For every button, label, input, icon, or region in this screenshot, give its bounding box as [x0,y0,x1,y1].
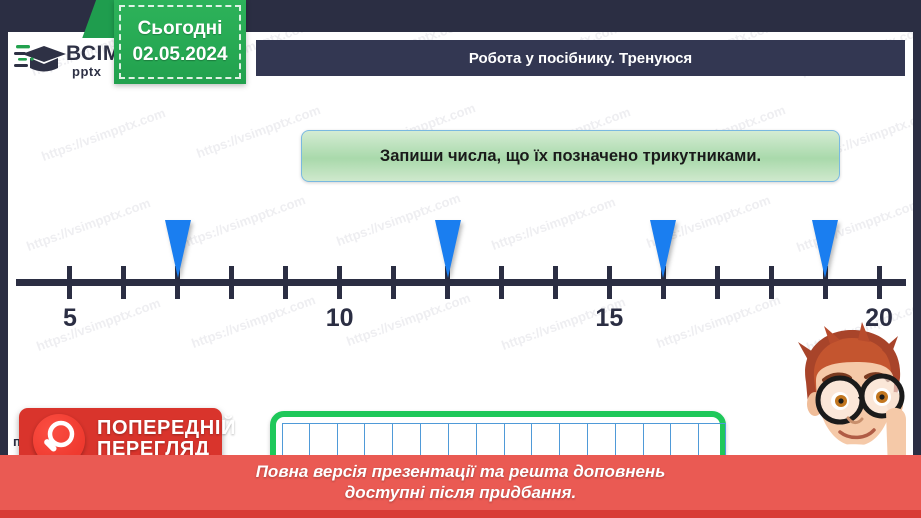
grid-cell-upper [393,423,421,459]
date-badge-value: 02.05.2024 [132,44,228,65]
grid-cell-upper [643,423,671,459]
banner-bottom-strip [0,510,921,518]
axis-tick [876,266,882,299]
grid-cell-upper [476,423,504,459]
axis-tick [229,266,235,299]
task-instruction-text: Запиши числа, що їх позначено трикутника… [379,146,762,165]
date-badge-label: Сьогодні [137,18,223,39]
axis-tick [552,266,558,299]
number-line-axis [16,279,906,286]
banner-line-1: Повна версія презентації та решта доповн… [255,462,666,482]
preview-badge-line2: ПЕРЕГЛЯД [97,438,210,461]
grid-cell-upper [504,423,532,459]
grid-cell-upper [282,423,309,459]
grid-cell-upper [448,423,476,459]
grid-cell-upper [309,423,337,459]
brand-logo: ВСІМ pptx [14,38,126,84]
axis-tick [67,266,73,299]
graduation-cap-icon [14,45,66,72]
axis-tick [283,266,289,299]
slide-canvas: https://vsimpptx.com https://vsimpptx.com… [8,32,913,464]
preview-badge-line1: ПОПЕРЕДНІЙ [97,417,236,439]
number-marker-triangle [650,220,677,278]
grid-cell-upper [532,423,560,459]
banner-line-2: доступні після придбання. [344,482,577,502]
grid-cell-upper [421,423,448,459]
slide-title: Робота у посібнику. Тренуюся [468,49,693,67]
axis-tick [660,266,666,299]
axis-tick [606,266,612,299]
grid-cell-upper [671,423,699,459]
date-badge: Сьогодні 02.05.2024 [114,0,246,84]
number-marker-triangle [164,220,191,278]
grid-cell-upper [365,423,393,459]
purchase-banner: Повна версія презентації та решта доповн… [0,455,921,510]
grid-cell-upper [560,423,587,459]
number-line: 5 10 15 20 [8,182,913,342]
axis-tick [445,266,450,299]
logo-wordmark: ВСІМ [66,42,121,65]
axis-tick-label: 15 [595,304,624,332]
grid-cell-upper [699,423,726,459]
number-marker-triangle [812,220,839,278]
axis-tick [822,266,828,299]
axis-tick [714,266,720,299]
watermark-text: https://vsimpptx.com [39,105,168,164]
axis-tick-label: 20 [865,304,893,332]
grid-cell-upper [615,423,643,459]
axis-tick [391,266,397,299]
axis-tick [121,266,127,299]
grid-cell-upper [587,423,615,459]
cut-off-text: п [13,434,21,449]
axis-tick [175,266,181,299]
axis-tick [498,266,504,299]
axis-tick [337,266,343,299]
grid-cell-upper [337,423,365,459]
slide-header: Робота у посібнику. Тренуюся [256,40,905,76]
number-marker-triangle [434,220,461,278]
logo-subtext: pptx [72,64,102,79]
task-instruction-box: Запиши числа, що їх позначено трикутника… [301,130,840,182]
axis-tick-label: 5 [62,304,77,332]
axis-tick [768,266,774,299]
axis-tick-label: 10 [325,304,354,332]
boy-with-glasses-illustration [778,320,913,464]
